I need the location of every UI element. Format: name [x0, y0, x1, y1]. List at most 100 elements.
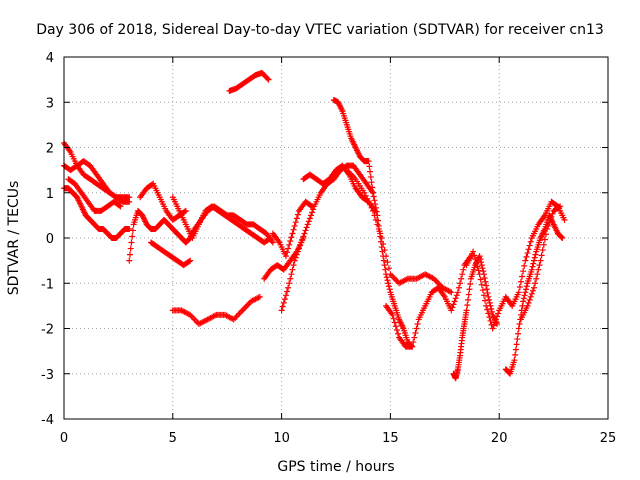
data-point: [488, 308, 495, 315]
data-point: [477, 256, 484, 263]
data-point: [302, 227, 309, 234]
data-point: [362, 192, 369, 199]
data-point: [372, 201, 379, 208]
data-point: [478, 281, 485, 288]
data-point: [380, 241, 387, 248]
data-point: [472, 256, 479, 263]
data-point: [561, 216, 568, 223]
data-point: [527, 293, 534, 300]
data-point: [382, 266, 389, 273]
data-point: [127, 245, 134, 252]
data-point: [463, 307, 470, 314]
data-point: [361, 189, 368, 196]
data-point: [514, 336, 521, 343]
data-point: [465, 291, 472, 298]
y-tick-label: 1: [46, 187, 54, 202]
data-point: [491, 319, 498, 326]
data-point: [392, 323, 399, 330]
data-point: [525, 299, 532, 306]
data-point: [484, 290, 491, 297]
data-point: [288, 234, 295, 241]
data-point: [537, 257, 544, 264]
data-point: [284, 249, 291, 256]
data-point: [516, 284, 523, 291]
data-point: [286, 280, 293, 287]
data-point: [471, 252, 478, 259]
data-point: [536, 262, 543, 269]
data-point: [454, 289, 461, 296]
data-point: [294, 211, 301, 218]
data-point: [129, 227, 136, 234]
x-axis-title: GPS time / hours: [277, 459, 394, 475]
data-point: [285, 284, 292, 291]
data-point: [116, 202, 123, 209]
data-point: [547, 216, 554, 223]
data-point: [307, 202, 314, 209]
data-point: [455, 284, 462, 291]
data-point: [385, 280, 392, 287]
data-point: [286, 241, 293, 248]
data-point: [126, 257, 133, 264]
data-point: [281, 296, 288, 303]
data-point: [301, 230, 308, 237]
y-tick-label: 3: [46, 96, 54, 111]
data-point: [529, 287, 536, 294]
series-arc-q: [343, 167, 455, 296]
data-point: [515, 330, 522, 337]
data-point: [526, 242, 533, 249]
data-point: [486, 296, 493, 303]
data-point: [544, 225, 551, 232]
data-point: [532, 251, 539, 258]
data-point: [289, 230, 296, 237]
data-point: [412, 330, 419, 337]
data-point: [378, 244, 385, 251]
data-point: [374, 221, 381, 228]
series-arc-d: [65, 176, 124, 214]
data-point: [383, 274, 390, 281]
data-point: [367, 173, 374, 180]
data-point: [540, 241, 547, 248]
data-point: [369, 207, 376, 214]
data-point: [473, 259, 480, 266]
data-point: [557, 203, 564, 210]
data-point: [307, 212, 314, 219]
data-point: [512, 346, 519, 353]
data-point: [522, 257, 529, 264]
data-point: [365, 198, 372, 205]
data-point: [264, 75, 271, 82]
data-point: [411, 334, 418, 341]
data-point: [449, 304, 456, 311]
data-point: [282, 253, 289, 260]
x-tick-label: 0: [60, 431, 68, 446]
data-point: [293, 215, 300, 222]
data-point: [187, 257, 194, 264]
data-point: [290, 226, 297, 233]
data-point: [482, 278, 489, 285]
data-point: [279, 303, 286, 310]
data-point: [289, 266, 296, 273]
data-point: [292, 254, 299, 261]
data-point: [495, 310, 502, 317]
data-point: [458, 275, 465, 282]
data-point: [480, 292, 487, 299]
data-point: [390, 315, 397, 322]
data-point: [368, 179, 375, 186]
data-point: [489, 325, 496, 332]
y-tick-label: -3: [41, 368, 54, 383]
data-point: [528, 266, 535, 273]
data-point: [480, 268, 487, 275]
data-point: [386, 286, 393, 293]
data-point: [385, 283, 392, 290]
data-point: [292, 219, 299, 226]
data-point: [182, 207, 189, 214]
x-tick-label: 25: [600, 431, 617, 446]
data-point: [451, 298, 458, 305]
data-point: [520, 298, 527, 305]
series-arc-m: [269, 198, 316, 260]
data-point: [457, 280, 464, 287]
data-point: [448, 307, 455, 314]
data-point: [385, 265, 392, 272]
data-point: [545, 222, 552, 229]
